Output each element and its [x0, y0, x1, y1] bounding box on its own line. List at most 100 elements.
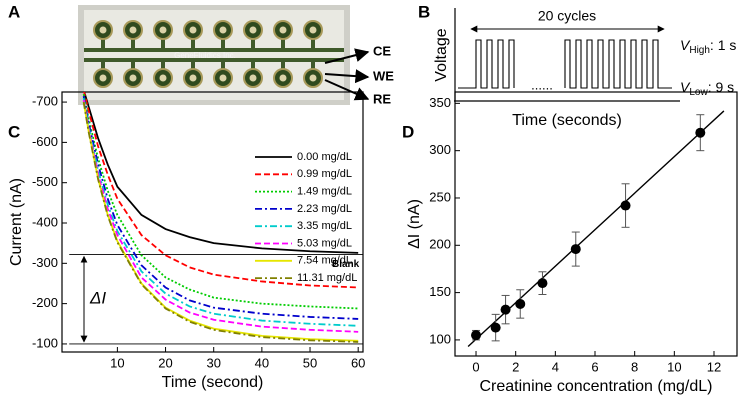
arrow — [324, 69, 370, 84]
legend-label: 5.03 mg/dL — [297, 237, 352, 249]
x-tick-label: 60 — [351, 355, 365, 370]
trace — [311, 34, 315, 50]
legend-label: 2.23 mg/dL — [297, 203, 352, 215]
pad-center — [249, 74, 257, 82]
x-tick-label: 6 — [591, 359, 598, 374]
data-line — [83, 92, 359, 289]
cycles-label: 20 cycles — [538, 8, 596, 24]
pad-center — [219, 74, 227, 82]
x-tick-label: 12 — [707, 359, 721, 374]
trace — [281, 34, 285, 50]
panel-label: A — [8, 2, 20, 21]
pad-center — [99, 26, 107, 34]
symbol: V — [680, 37, 691, 53]
v-low-label: VLow: 9 s — [680, 79, 734, 98]
axis-label: Voltage — [433, 28, 450, 81]
data-point — [537, 278, 548, 289]
pad-center — [219, 26, 227, 34]
data-point — [515, 298, 526, 309]
square-wave — [458, 39, 672, 89]
panel-label: B — [418, 2, 430, 21]
trace — [101, 34, 105, 50]
legend-label: 0.99 mg/dL — [297, 168, 352, 180]
panel-label: C — [8, 122, 20, 141]
x-tick-label: 20 — [158, 355, 172, 370]
pad-center — [279, 26, 287, 34]
electrode-label: RE — [373, 91, 391, 106]
ellipsis: ...... — [531, 77, 553, 92]
trace — [131, 34, 135, 50]
x-tick-label: 2 — [512, 359, 519, 374]
pad-center — [279, 74, 287, 82]
y-tick-label: 250 — [429, 189, 451, 204]
electrode-label: WE — [373, 68, 394, 83]
text: : 9 s — [708, 79, 734, 95]
trace — [221, 34, 225, 50]
data-point — [471, 330, 482, 341]
text: : 1 s — [710, 37, 736, 53]
v-high-label: VHigh: 1 s — [680, 37, 736, 56]
pad-center — [189, 74, 197, 82]
legend-label: 1.49 mg/dL — [297, 186, 352, 198]
pad-center — [309, 26, 317, 34]
x-tick-label: 8 — [631, 359, 638, 374]
panel-label: D — [402, 122, 414, 141]
y-tick-label: 300 — [429, 142, 451, 157]
y-tick-label: 100 — [429, 331, 451, 346]
y-tick-label: 350 — [429, 95, 451, 110]
data-line — [82, 99, 359, 333]
trace — [161, 34, 165, 50]
legend-label: 7.54 mg/dL — [297, 255, 352, 267]
data-point — [695, 127, 706, 138]
y-tick-label: -100 — [32, 335, 58, 350]
data-line — [82, 101, 359, 343]
x-tick-label: 30 — [206, 355, 220, 370]
y-tick-label: 150 — [429, 284, 451, 299]
chip-text: GeneFluidics Inc. — [174, 51, 236, 60]
x-tick-label: 10 — [667, 359, 681, 374]
legend-label: 11.31 mg/dL — [297, 272, 357, 284]
x-tick-label: 0 — [472, 359, 479, 374]
delta-label: ΔI — [89, 289, 106, 308]
fit-line — [467, 110, 725, 348]
legend-label: 0.00 mg/dL — [297, 151, 352, 163]
data-line — [83, 92, 359, 254]
pad-center — [189, 26, 197, 34]
data-line — [82, 101, 359, 342]
pad-center — [249, 26, 257, 34]
y-tick-label: -700 — [32, 94, 58, 109]
arrow — [324, 79, 370, 101]
data-point — [620, 200, 631, 211]
electrode-label: CE — [373, 43, 391, 58]
blank-label: Blank — [332, 259, 360, 270]
data-line — [82, 93, 359, 310]
data-point — [490, 322, 501, 333]
y-axis-label: ΔI (nA) — [406, 199, 423, 249]
pad-center — [159, 74, 167, 82]
symbol: V — [680, 79, 691, 95]
x-tick-label: 10 — [110, 355, 124, 370]
data-line — [82, 95, 359, 320]
chip-photo — [78, 5, 350, 105]
plot-frame — [454, 91, 738, 357]
data-point — [570, 244, 581, 255]
x-tick-label: 40 — [255, 355, 269, 370]
arrow — [324, 48, 370, 64]
y-tick-label: -600 — [32, 134, 58, 149]
y-tick-label: -400 — [32, 214, 58, 229]
plot-area — [69, 92, 363, 345]
subscript: High — [689, 45, 710, 56]
y-tick-label: -500 — [32, 174, 58, 189]
y-tick-label: -300 — [32, 255, 58, 270]
data-point — [500, 304, 511, 315]
x-tick-label: 4 — [552, 359, 559, 374]
y-axis-label: Current (nA) — [8, 178, 25, 266]
axis-label: Time (seconds) — [512, 112, 622, 129]
y-tick-label: 200 — [429, 237, 451, 252]
legend-label: 3.35 mg/dL — [297, 220, 352, 232]
plot-frame — [61, 91, 364, 353]
y-tick-label: -200 — [32, 295, 58, 310]
trace — [251, 34, 255, 50]
x-tick-label: 50 — [303, 355, 317, 370]
